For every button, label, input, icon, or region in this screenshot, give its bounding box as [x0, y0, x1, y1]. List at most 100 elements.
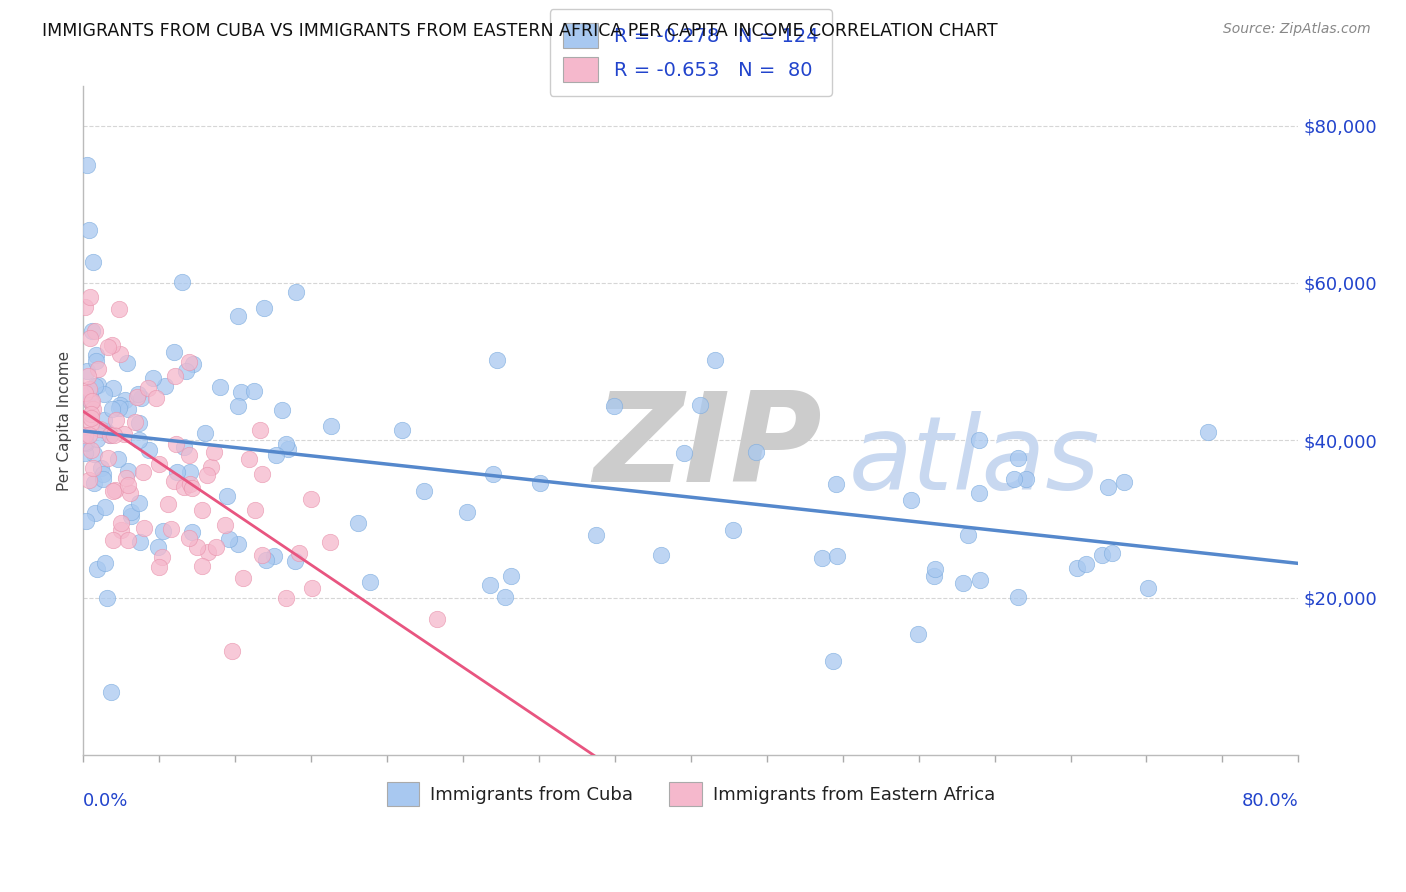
- Point: [226, 399, 249, 413]
- Point: [478, 578, 501, 592]
- Point: [482, 467, 505, 482]
- Point: [91, 467, 114, 481]
- Point: [96, 591, 118, 605]
- Point: [1015, 472, 1038, 486]
- Point: [86, 432, 108, 446]
- Point: [299, 491, 322, 506]
- Point: [202, 445, 225, 459]
- Point: [264, 448, 287, 462]
- Point: [148, 458, 170, 472]
- Point: [153, 379, 176, 393]
- Point: [93, 413, 115, 427]
- Point: [75, 514, 97, 528]
- Point: [79, 442, 101, 457]
- Point: [200, 459, 222, 474]
- Point: [125, 390, 148, 404]
- Point: [174, 364, 197, 378]
- Point: [1136, 581, 1159, 595]
- Point: [79, 386, 101, 401]
- Point: [229, 385, 252, 400]
- Point: [87, 362, 110, 376]
- Point: [90, 460, 112, 475]
- Point: [191, 559, 214, 574]
- Text: Source: ZipAtlas.com: Source: ZipAtlas.com: [1223, 22, 1371, 37]
- Point: [163, 369, 186, 384]
- Point: [120, 505, 142, 519]
- Point: [145, 391, 167, 405]
- Point: [924, 562, 946, 576]
- Text: atlas: atlas: [849, 410, 1101, 511]
- Point: [166, 466, 188, 480]
- Point: [824, 477, 846, 491]
- Point: [277, 442, 299, 456]
- Point: [117, 477, 139, 491]
- Point: [80, 394, 103, 409]
- Point: [146, 541, 169, 555]
- Point: [75, 446, 97, 460]
- Point: [232, 571, 254, 585]
- Point: [673, 446, 696, 460]
- Point: [73, 434, 96, 449]
- Point: [186, 540, 208, 554]
- Point: [83, 378, 105, 392]
- Point: [110, 398, 132, 412]
- Point: [84, 348, 107, 362]
- Point: [115, 356, 138, 370]
- Point: [84, 324, 107, 338]
- Point: [811, 551, 834, 566]
- Point: [97, 451, 120, 466]
- Point: [209, 380, 232, 394]
- Point: [413, 483, 436, 498]
- Point: [76, 158, 98, 172]
- Point: [101, 401, 124, 416]
- Point: [426, 611, 449, 625]
- Point: [1091, 548, 1114, 562]
- Point: [499, 569, 522, 583]
- Point: [226, 310, 249, 324]
- Text: 80.0%: 80.0%: [1241, 792, 1298, 810]
- Point: [117, 464, 139, 478]
- Point: [254, 553, 277, 567]
- Point: [301, 581, 323, 595]
- Point: [967, 486, 990, 500]
- Point: [177, 531, 200, 545]
- Point: [83, 476, 105, 491]
- Point: [228, 537, 250, 551]
- Point: [252, 467, 274, 481]
- Point: [150, 550, 173, 565]
- Point: [274, 591, 297, 606]
- Point: [97, 340, 120, 354]
- Point: [77, 382, 100, 396]
- Point: [271, 403, 294, 417]
- Point: [107, 401, 129, 416]
- Point: [197, 545, 219, 559]
- Point: [82, 461, 104, 475]
- Point: [1007, 590, 1029, 604]
- Point: [75, 435, 97, 450]
- Point: [165, 437, 187, 451]
- Point: [94, 500, 117, 514]
- Point: [132, 465, 155, 479]
- Point: [585, 528, 607, 542]
- Point: [721, 523, 744, 537]
- Point: [94, 556, 117, 570]
- Point: [214, 517, 236, 532]
- Point: [128, 417, 150, 431]
- Point: [900, 493, 922, 508]
- Point: [163, 474, 186, 488]
- Point: [101, 484, 124, 499]
- Point: [1002, 472, 1025, 486]
- Point: [825, 549, 848, 563]
- Point: [650, 549, 672, 563]
- Point: [89, 422, 111, 436]
- Point: [114, 392, 136, 407]
- Point: [346, 516, 368, 530]
- Legend: Immigrants from Cuba, Immigrants from Eastern Africa: Immigrants from Cuba, Immigrants from Ea…: [380, 775, 1002, 813]
- Point: [77, 428, 100, 442]
- Point: [80, 394, 103, 409]
- Y-axis label: Per Capita Income: Per Capita Income: [58, 351, 72, 491]
- Point: [1197, 425, 1219, 439]
- Point: [745, 445, 768, 459]
- Point: [1114, 475, 1136, 489]
- Point: [77, 223, 100, 237]
